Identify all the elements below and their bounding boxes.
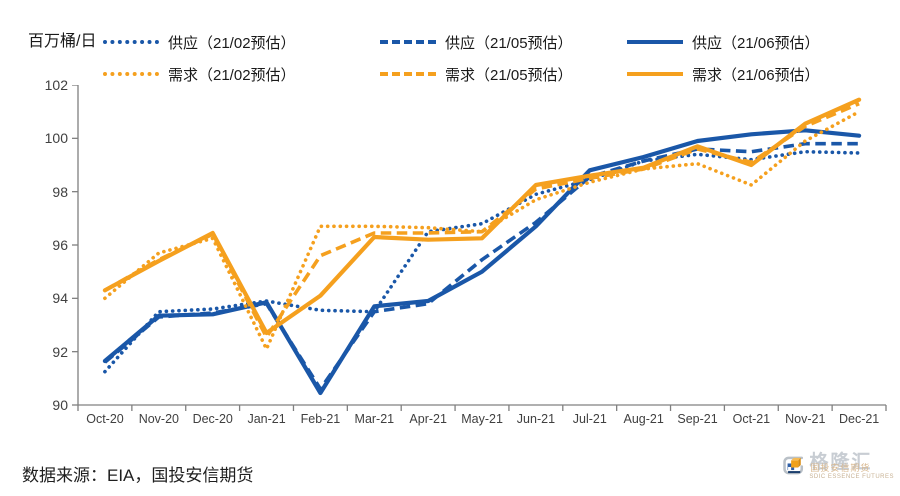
x-tick-label: Apr-21 [409, 412, 447, 426]
logo-text: 格隆汇 国投安信期货 SDIC ESSENCE FUTURES [809, 453, 894, 480]
y-tick-label: 102 [44, 77, 68, 93]
legend-item-demand-2102: 需求（21/02预估） [103, 65, 296, 84]
x-tick-label: Dec-20 [192, 412, 233, 426]
x-tick-label: Nov-20 [138, 412, 179, 426]
y-tick-label: 96 [52, 237, 68, 253]
x-tick-label: Feb-21 [300, 412, 341, 426]
solid-line-swatch-icon [627, 72, 683, 76]
gelonghui-watermark-logo: 格隆汇 国投安信期货 SDIC ESSENCE FUTURES [782, 441, 894, 491]
x-tick-label: Oct-21 [732, 412, 771, 426]
series-line-demand-2105 [104, 102, 860, 339]
legend-item-demand-2106: 需求（21/06预估） [627, 65, 820, 84]
y-tick-label: 90 [52, 397, 68, 413]
x-tick-label: Oct-20 [86, 412, 124, 426]
y-tick-label: 92 [52, 343, 68, 360]
legend-label: 供应（21/05预估） [445, 34, 573, 52]
logo-overlay-text: 国投安信期货 [810, 462, 871, 473]
legend-item-demand-2105: 需求（21/05预估） [380, 65, 573, 84]
x-tick-label: Nov-21 [785, 412, 826, 426]
x-tick-label: Jul-21 [572, 412, 607, 426]
x-tick-label: Aug-21 [623, 412, 664, 426]
logo-tagline: SDIC ESSENCE FUTURES [809, 473, 894, 480]
dashed-line-swatch-icon [380, 72, 436, 76]
x-tick-label: Dec-21 [838, 412, 880, 426]
legend-item-supply-2102: 供应（21/02预估） [103, 33, 296, 52]
x-tick-label: Jun-21 [516, 412, 556, 426]
axis-ticks [72, 85, 887, 411]
y-tick-label: 94 [52, 290, 68, 307]
logo-mark-icon [783, 456, 804, 475]
dotted-line-swatch-icon [103, 40, 159, 44]
dashed-line-swatch-icon [380, 40, 436, 44]
legend-item-supply-2105: 供应（21/05预估） [380, 33, 573, 52]
series-lines [102, 97, 862, 396]
x-tick-label: Sep-21 [677, 412, 718, 426]
line-chart-plot-area [72, 85, 887, 411]
y-tick-label: 98 [52, 183, 68, 200]
series-line-demand-2102 [103, 109, 861, 351]
legend-label: 需求（21/02预估） [168, 66, 296, 84]
legend-label: 需求（21/05预估） [445, 66, 573, 84]
legend-label: 供应（21/06预估） [692, 34, 820, 52]
x-tick-label: May-21 [461, 412, 503, 426]
legend-label: 供应（21/02预估） [168, 34, 296, 52]
series-line-supply-2106 [102, 128, 862, 396]
x-tick-label: Mar-21 [354, 412, 395, 426]
data-source-note: 数据来源：EIA，国投安信期货 [22, 466, 254, 485]
legend-item-supply-2106: 供应（21/06预估） [627, 33, 820, 52]
series-line-demand-2106 [102, 97, 862, 336]
y-tick-label: 100 [44, 130, 68, 147]
legend-label: 需求（21/06预估） [692, 66, 820, 84]
dotted-line-swatch-icon [103, 72, 159, 76]
y-axis-unit-label: 百万桶/日 [28, 33, 97, 50]
solid-line-swatch-icon [627, 40, 683, 44]
series-line-supply-2105 [103, 141, 860, 391]
x-tick-label: Jan-21 [247, 412, 286, 426]
logo-brand: 格隆汇 [809, 451, 873, 473]
